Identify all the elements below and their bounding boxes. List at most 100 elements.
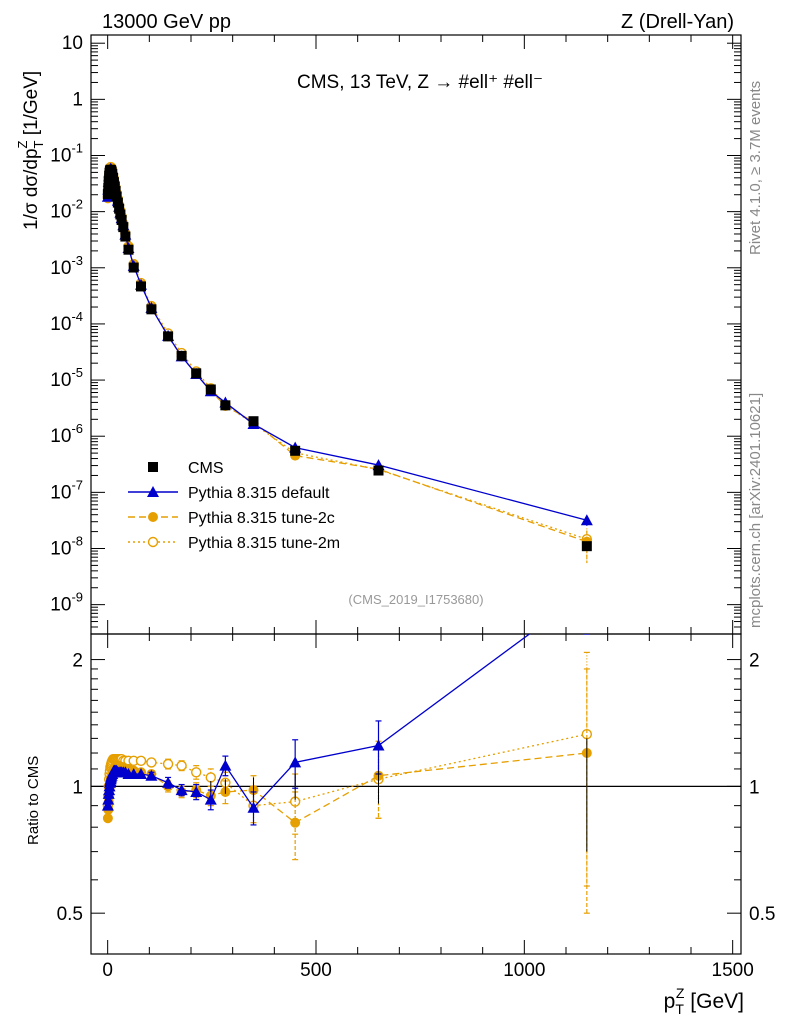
x-axis-label-sup: Z xyxy=(676,985,685,1001)
cms-data-point xyxy=(116,214,127,225)
cms-data-point xyxy=(176,350,187,361)
x-tick-label: 1000 xyxy=(503,960,545,981)
top-y-axis-label-main: 1/σ dσ/dp xyxy=(21,148,42,230)
ratio-y-tick-label-right: 0.5 xyxy=(749,904,775,925)
ratio-data-point-1 xyxy=(162,776,175,788)
x-tick-label: 500 xyxy=(300,960,332,981)
cms-data-point xyxy=(114,203,125,214)
top-data-point-1 xyxy=(580,514,593,526)
ratio-data-point-3 xyxy=(162,758,174,770)
cms-data-point xyxy=(115,209,126,220)
top-y-tick-label: 10-6 xyxy=(50,421,83,447)
ratio-y-tick-label-right: 2 xyxy=(749,651,760,672)
top-y-axis-label-unit: [1/GeV] xyxy=(21,71,42,141)
top-y-axis-label: 1/σ dσ/dpTZ [1/GeV] xyxy=(15,71,46,230)
cms-data-point xyxy=(103,182,114,193)
ratio-data-point-1 xyxy=(581,586,593,597)
ratio-series-line-1 xyxy=(107,634,531,809)
x-axis-label-sub: T xyxy=(675,1001,684,1017)
legend-marker xyxy=(147,486,159,497)
mcplots-reference-label: mcplots.cern.ch [arXiv:2401.10621] xyxy=(747,393,764,628)
cms-data-point xyxy=(290,445,301,456)
top-y-tick-label: 10-7 xyxy=(50,477,83,503)
ratio-data-point-1 xyxy=(247,801,260,813)
chart-title: CMS, 13 TeV, Z → #ell⁺ #ell⁻ xyxy=(297,72,543,93)
cms-data-point xyxy=(146,304,157,315)
ratio-data-point-1 xyxy=(135,767,147,779)
x-axis-label-main: p xyxy=(664,990,676,1013)
top-series-line-1 xyxy=(107,167,587,521)
legend-label: Pythia 8.315 tune-2m xyxy=(188,535,340,552)
cms-data-point xyxy=(120,231,131,242)
ratio-data-point-3 xyxy=(176,760,187,771)
ratio-data-point-1 xyxy=(372,739,385,751)
top-y-tick-label: 10-9 xyxy=(50,590,83,616)
top-y-tick-label: 1 xyxy=(72,89,83,110)
cms-data-point xyxy=(373,465,384,476)
top-y-tick-label: 10-4 xyxy=(50,309,83,335)
cms-data-point xyxy=(112,197,123,208)
legend-label: Pythia 8.315 tune-2c xyxy=(188,510,335,527)
header-right: Z (Drell-Yan) xyxy=(621,11,734,33)
ratio-data-point-1 xyxy=(175,784,188,796)
ratio-data-point-1 xyxy=(204,793,217,805)
x-axis-label: pTZ [GeV] xyxy=(664,985,744,1017)
cms-data-point xyxy=(136,281,146,292)
x-tick-label: 1500 xyxy=(712,960,754,981)
legend-marker xyxy=(148,512,158,522)
top-y-tick-label: 10-5 xyxy=(50,365,83,391)
legend: CMS Pythia 8.315 default Pythia 8.315 tune… xyxy=(128,460,340,552)
top-y-tick-label: 10-2 xyxy=(50,197,83,223)
ratio-panel-series xyxy=(101,586,593,914)
x-tick-label: 0 xyxy=(102,960,113,981)
ratio-data-point-2 xyxy=(290,817,301,828)
top-y-tick-label: 10-1 xyxy=(50,140,83,166)
cms-data-point xyxy=(220,400,231,411)
top-y-tick-label: 10-3 xyxy=(50,253,83,279)
analysis-tag: (CMS_2019_I1753680) xyxy=(348,592,483,607)
cms-data-point xyxy=(205,384,216,395)
ratio-y-tick-label-right: 1 xyxy=(749,777,760,798)
ratio-y-tick-label: 0.5 xyxy=(57,904,83,925)
cms-data-point xyxy=(128,262,139,273)
cms-data-point xyxy=(123,244,134,255)
ratio-data-point-1 xyxy=(102,793,115,805)
cms-data-point xyxy=(191,368,202,379)
legend-marker xyxy=(147,536,159,548)
ratio-data-point-1 xyxy=(289,756,302,768)
ratio-data-point-1 xyxy=(101,799,114,811)
x-axis: 0 500 1000 1500 xyxy=(102,35,754,981)
cms-data-point xyxy=(111,191,122,202)
rivet-version-label: Rivet 4.1.0, ≥ 3.7M events xyxy=(747,81,764,255)
cms-data-point xyxy=(581,541,592,552)
ratio-panel-frame xyxy=(90,633,742,955)
x-axis-label-unit: [GeV] xyxy=(684,990,744,1013)
ratio-data-point-3 xyxy=(135,755,147,767)
ratio-data-point-2 xyxy=(102,813,113,824)
ratio-data-point-1 xyxy=(190,785,203,797)
ratio-y-axis-label: Ratio to CMS xyxy=(25,756,42,845)
legend-label: Pythia 8.315 default xyxy=(188,485,330,502)
cms-data-point xyxy=(118,222,129,233)
legend-marker xyxy=(148,462,158,472)
cms-data-point xyxy=(248,416,259,427)
ratio-y-tick-label: 1 xyxy=(72,777,83,798)
ratio-data-point-3 xyxy=(191,767,202,778)
top-y-tick-label: 10-8 xyxy=(50,533,83,559)
top-panel-series xyxy=(101,161,593,564)
top-panel-axes: 10-9 10-8 10-7 10-6 10-5 10-4 10-3 10-2 10-1 1 10 xyxy=(50,33,741,628)
legend-label: CMS xyxy=(188,460,224,477)
header-left: 13000 GeV pp xyxy=(102,11,231,33)
ratio-data-point-1 xyxy=(219,759,232,771)
ratio-data-point-3 xyxy=(205,772,216,783)
cms-data-point xyxy=(163,331,174,342)
ratio-data-point-3 xyxy=(146,757,157,768)
cms-data-point xyxy=(102,189,113,200)
top-y-axis-label-sup: Z xyxy=(15,140,30,148)
ratio-data-point-1 xyxy=(145,769,158,781)
top-y-tick-label: 10 xyxy=(62,33,83,54)
top-y-axis-label-sub: T xyxy=(31,140,46,148)
ratio-y-tick-label: 2 xyxy=(72,651,83,672)
cms-data-point xyxy=(110,186,121,197)
